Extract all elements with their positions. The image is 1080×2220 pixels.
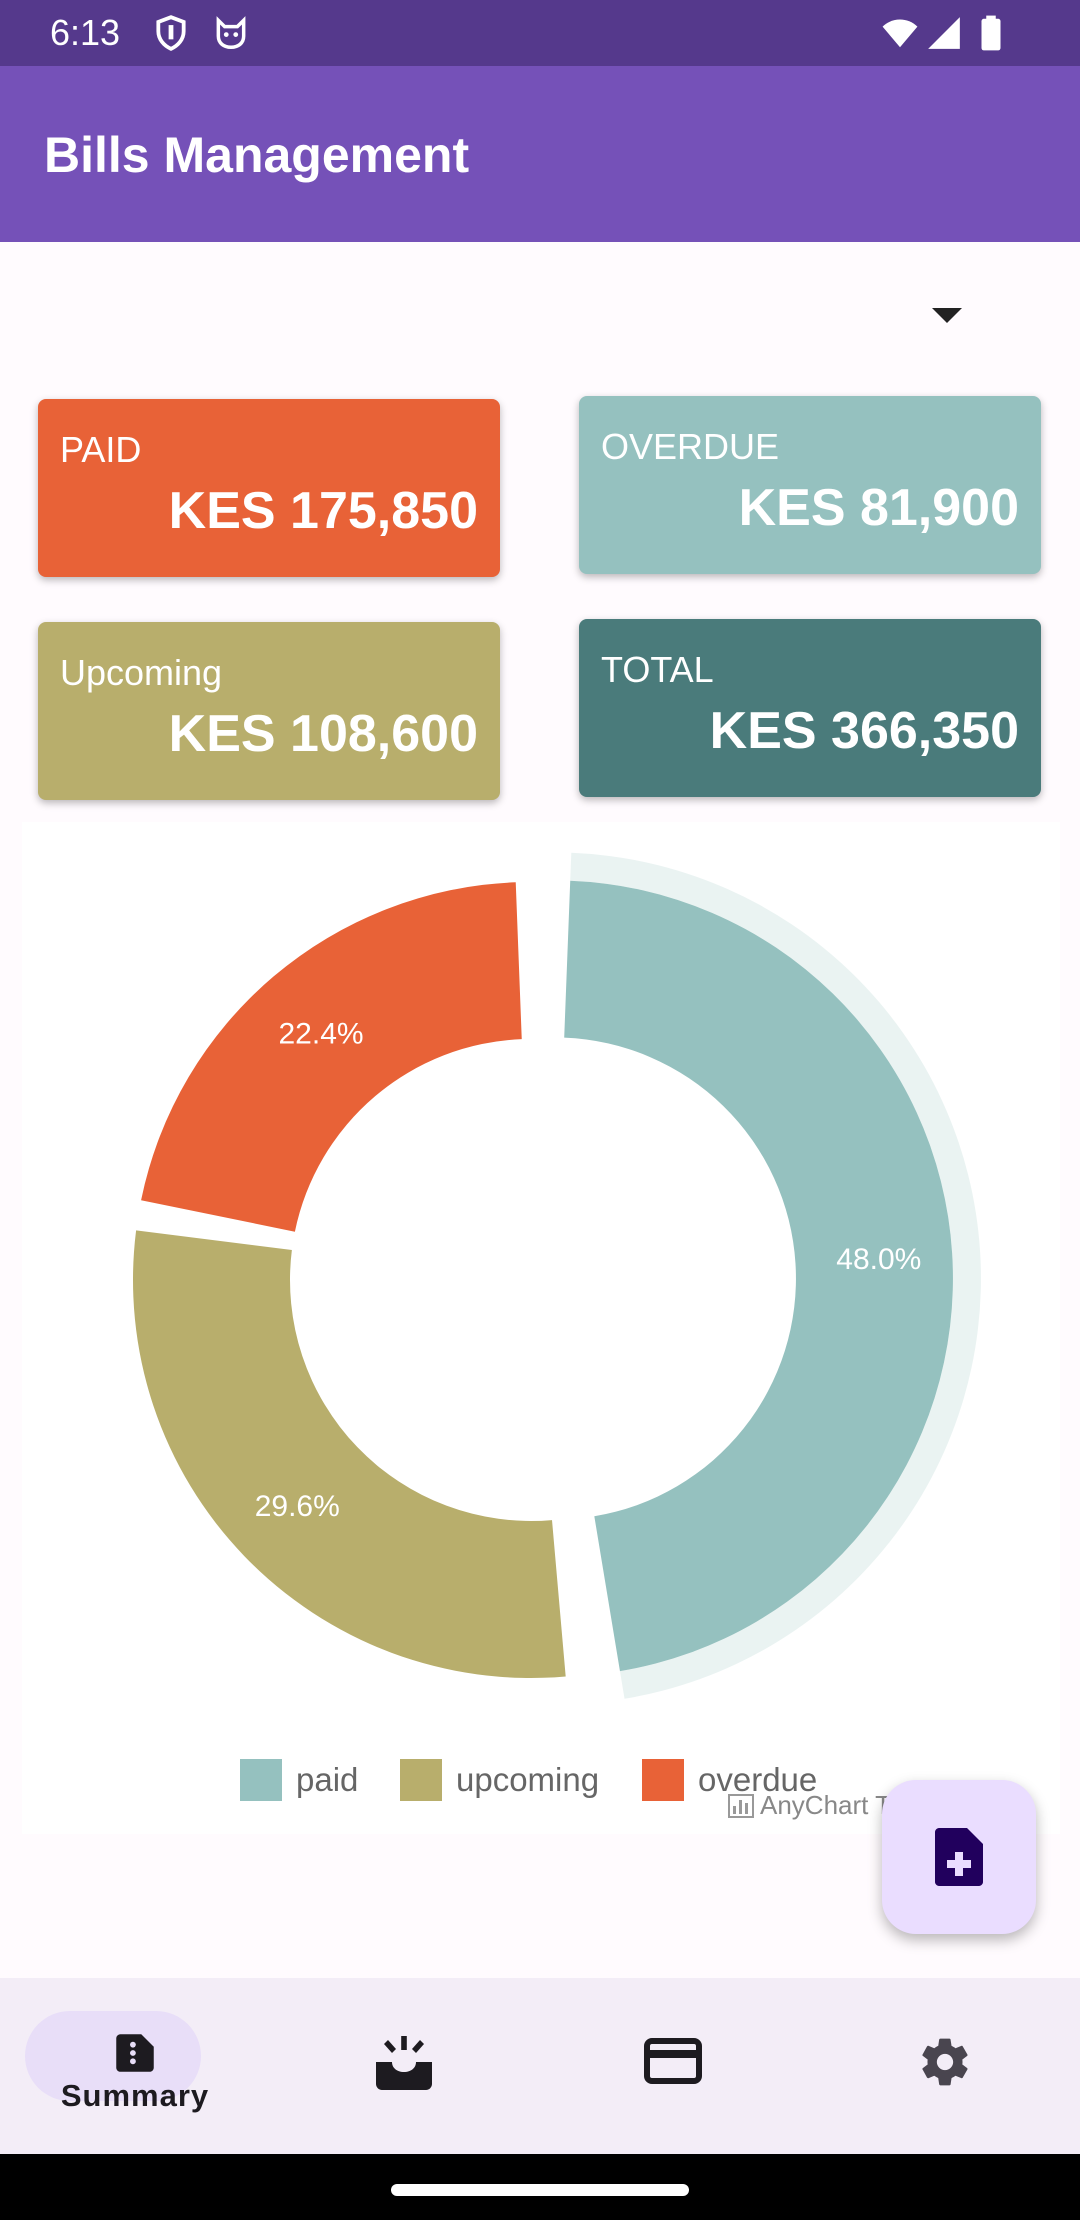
donut-chart[interactable]: 48.0% 29.6% 22.4% paid upcoming overdue AnyC… xyxy=(22,822,1060,1834)
legend-swatch-paid xyxy=(240,1759,282,1801)
donut-slice-paid[interactable] xyxy=(564,880,953,1672)
inbox-icon xyxy=(376,2036,432,2090)
add-bill-button[interactable] xyxy=(882,1780,1036,1934)
total-value: KES 366,350 xyxy=(709,702,1019,760)
bottom-navigation: Summary xyxy=(0,1978,1080,2154)
wifi-icon xyxy=(882,19,918,48)
app-title: Bills Management xyxy=(44,127,470,183)
chart-legend: paid upcoming overdue xyxy=(22,1758,1060,1808)
overdue-value: KES 81,900 xyxy=(738,479,1019,537)
nav-item-summary[interactable]: Summary xyxy=(0,1978,270,2154)
chart-credit-text: AnyChart T xyxy=(760,1790,892,1820)
total-label: TOTAL xyxy=(601,649,714,690)
upcoming-label: Upcoming xyxy=(60,652,223,693)
chart-credit[interactable]: AnyChart T xyxy=(728,1790,908,1821)
status-bar: 6:13 xyxy=(0,0,1080,66)
slice-label-paid: 48.0% xyxy=(836,1243,921,1276)
system-gesture-bar xyxy=(0,2154,1080,2220)
nav-item-payments[interactable] xyxy=(540,1978,810,2154)
upcoming-value: KES 108,600 xyxy=(168,705,478,763)
nav-item-settings[interactable] xyxy=(810,1978,1080,2154)
donut-slice-overdue[interactable] xyxy=(141,882,522,1232)
legend-label-paid: paid xyxy=(296,1761,359,1798)
shield-icon xyxy=(156,15,186,51)
slice-label-upcoming: 29.6% xyxy=(255,1490,340,1523)
legend-label-overdue: overdue xyxy=(698,1761,818,1798)
donut-slice-upcoming[interactable] xyxy=(133,1230,566,1678)
legend-item-upcoming[interactable]: upcoming xyxy=(400,1758,599,1802)
settings-icon xyxy=(922,2038,968,2086)
dropdown-arrow-icon[interactable] xyxy=(932,308,962,323)
credit-card-icon xyxy=(644,2038,702,2084)
slice-label-overdue: 22.4% xyxy=(278,1018,363,1051)
total-card: TOTAL KES 366,350 xyxy=(579,619,1041,797)
legend-swatch-upcoming xyxy=(400,1759,442,1801)
overdue-label: OVERDUE xyxy=(601,426,780,467)
period-dropdown[interactable] xyxy=(20,270,1020,360)
legend-swatch-overdue xyxy=(642,1759,684,1801)
battery-icon xyxy=(981,15,1001,51)
upcoming-card: Upcoming KES 108,600 xyxy=(38,622,500,800)
nav-active-indicator xyxy=(25,2011,201,2101)
home-gesture-handle[interactable] xyxy=(391,2184,689,2196)
paid-label: PAID xyxy=(60,429,142,470)
legend-item-paid[interactable]: paid xyxy=(240,1758,358,1802)
cat-icon xyxy=(216,16,246,49)
donut-chart-svg: 48.0% 29.6% 22.4% xyxy=(133,852,981,1699)
signal-icon xyxy=(928,17,960,49)
nav-item-bills-due[interactable] xyxy=(270,1978,540,2154)
app-bar: Bills Management xyxy=(0,66,1080,242)
paid-card: PAID KES 175,850 xyxy=(38,399,500,577)
summary-icon xyxy=(116,2034,154,2072)
legend-label-upcoming: upcoming xyxy=(456,1761,600,1798)
status-time: 6:13 xyxy=(50,12,121,53)
nav-label-summary: Summary xyxy=(60,2078,210,2113)
overdue-card: OVERDUE KES 81,900 xyxy=(579,396,1041,574)
legend-item-overdue[interactable]: overdue xyxy=(642,1758,817,1802)
add-document-icon xyxy=(935,1828,983,1886)
chart-logo-icon xyxy=(728,1793,754,1818)
paid-value: KES 175,850 xyxy=(168,482,478,540)
